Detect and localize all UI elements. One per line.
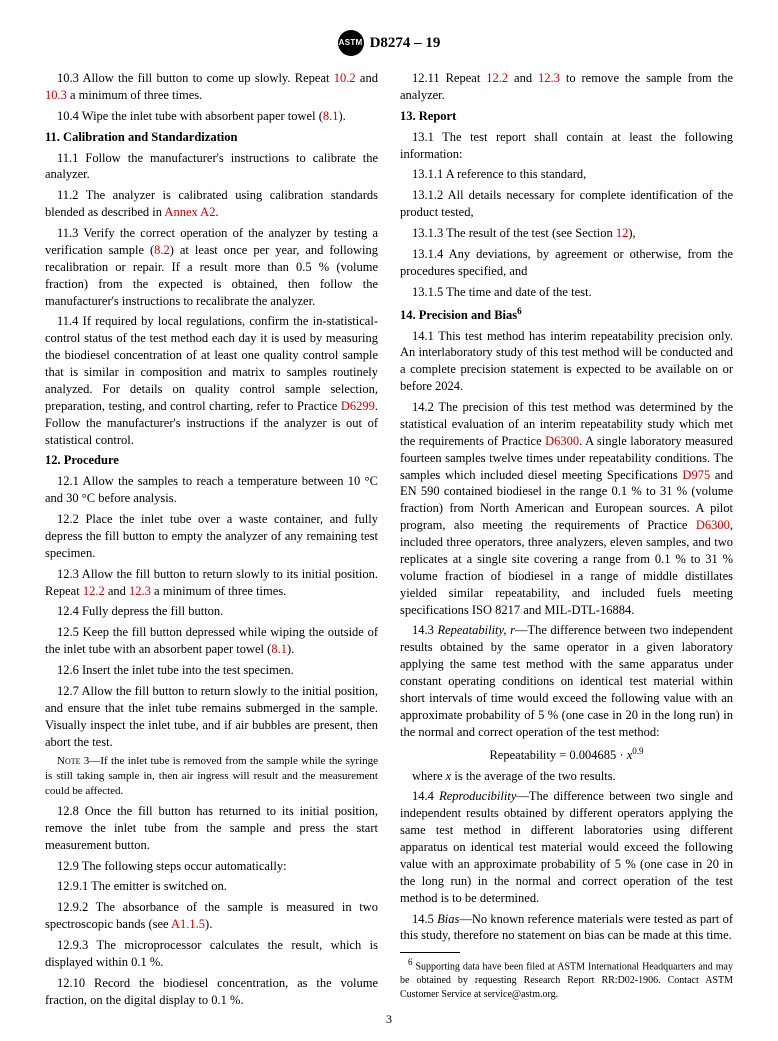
ref-8-1: 8.1 [323, 109, 339, 123]
designation: D8274 – 19 [370, 33, 441, 53]
astm-logo-icon: ASTM [338, 30, 364, 56]
footnote-rule [400, 952, 460, 953]
para-10-4: 10.4 Wipe the inlet tube with absorbent … [45, 108, 378, 125]
para-14-4: 14.4 Reproducibility—The difference betw… [400, 788, 733, 906]
footnote-marker-6: 6 [517, 306, 522, 316]
para-12-6: 12.6 Insert the inlet tube into the test… [45, 662, 378, 679]
para-12-5: 12.5 Keep the fill button depressed whil… [45, 624, 378, 658]
para-13-1-5: 13.1.5 The time and date of the test. [400, 284, 733, 301]
para-13-1: 13.1 The test report shall contain at le… [400, 129, 733, 163]
para-11-4: 11.4 If required by local regulations, c… [45, 313, 378, 448]
para-12-3: 12.3 Allow the fill button to return slo… [45, 566, 378, 600]
para-12-9-3: 12.9.3 The microprocessor calculates the… [45, 937, 378, 971]
para-12-10: 12.10 Record the biodiesel concentration… [45, 975, 378, 1009]
para-13-1-3: 13.1.3 The result of the test (see Secti… [400, 225, 733, 242]
para-11-2: 11.2 The analyzer is calibrated using ca… [45, 187, 378, 221]
section-12-title: 12. Procedure [45, 452, 378, 469]
footnote-block: 6 Supporting data have been filed at AST… [400, 952, 733, 1001]
footnote-6: 6 Supporting data have been filed at AST… [400, 956, 733, 1001]
para-13-1-2: 13.1.2 All details necessary for complet… [400, 187, 733, 221]
para-11-3: 11.3 Verify the correct operation of the… [45, 225, 378, 309]
para-12-9-2: 12.9.2 The absorbance of the sample is m… [45, 899, 378, 933]
para-12-8: 12.8 Once the fill button has returned t… [45, 803, 378, 854]
ref-sec-12: 12 [616, 226, 629, 240]
ref-d6300a: D6300 [545, 434, 579, 448]
ref-10-3: 10.3 [45, 88, 67, 102]
para-14-1: 14.1 This test method has interim repeat… [400, 328, 733, 396]
para-12-1: 12.1 Allow the samples to reach a temper… [45, 473, 378, 507]
ref-8-1b: 8.1 [271, 642, 287, 656]
para-14-2: 14.2 The precision of this test method w… [400, 399, 733, 618]
page-header: ASTM D8274 – 19 [45, 30, 733, 56]
section-11-title: 11. Calibration and Standardization [45, 129, 378, 146]
para-12-7: 12.7 Allow the fill button to return slo… [45, 683, 378, 751]
para-12-9-1: 12.9.1 The emitter is switched on. [45, 878, 378, 895]
para-14-3: 14.3 Repeatability, r—The difference bet… [400, 622, 733, 740]
section-13-title: 13. Report [400, 108, 733, 125]
para-12-4: 12.4 Fully depress the fill button. [45, 603, 378, 620]
ref-d6299: D6299 [341, 399, 375, 413]
ref-d975: D975 [682, 468, 710, 482]
ref-10-2: 10.2 [334, 71, 356, 85]
page: ASTM D8274 – 19 10.3 Allow the fill butt… [0, 0, 778, 1041]
ref-12-2: 12.2 [83, 584, 105, 598]
para-12-2: 12.2 Place the inlet tube over a waste c… [45, 511, 378, 562]
ref-annex-a2: Annex A2 [164, 205, 215, 219]
ref-12-3: 12.3 [129, 584, 151, 598]
page-number: 3 [0, 1011, 778, 1027]
equation-repeatability: Repeatability = 0.004685 · x0.9 [400, 745, 733, 764]
para-14-3-where: where x is the average of the two result… [400, 768, 733, 785]
para-13-1-1: 13.1.1 A reference to this standard, [400, 166, 733, 183]
para-10-3: 10.3 Allow the fill button to come up sl… [45, 70, 378, 104]
ref-8-2: 8.2 [154, 243, 170, 257]
ref-d6300b: D6300 [696, 518, 730, 532]
note-3: Note 3—If the inlet tube is removed from… [45, 754, 378, 799]
para-11-1: 11.1 Follow the manufacturer's instructi… [45, 150, 378, 184]
ref-12-2b: 12.2 [486, 71, 508, 85]
ref-12-3b: 12.3 [538, 71, 560, 85]
para-12-9: 12.9 The following steps occur automatic… [45, 858, 378, 875]
section-14-title: 14. Precision and Bias6 [400, 305, 733, 324]
para-13-1-4: 13.1.4 Any deviations, by agreement or o… [400, 246, 733, 280]
para-12-11: 12.11 Repeat 12.2 and 12.3 to remove the… [400, 70, 733, 104]
ref-a1-1-5: A1.1.5 [171, 917, 205, 931]
para-14-5: 14.5 Bias—No known reference materials w… [400, 911, 733, 945]
body-columns: 10.3 Allow the fill button to come up sl… [45, 70, 733, 1009]
